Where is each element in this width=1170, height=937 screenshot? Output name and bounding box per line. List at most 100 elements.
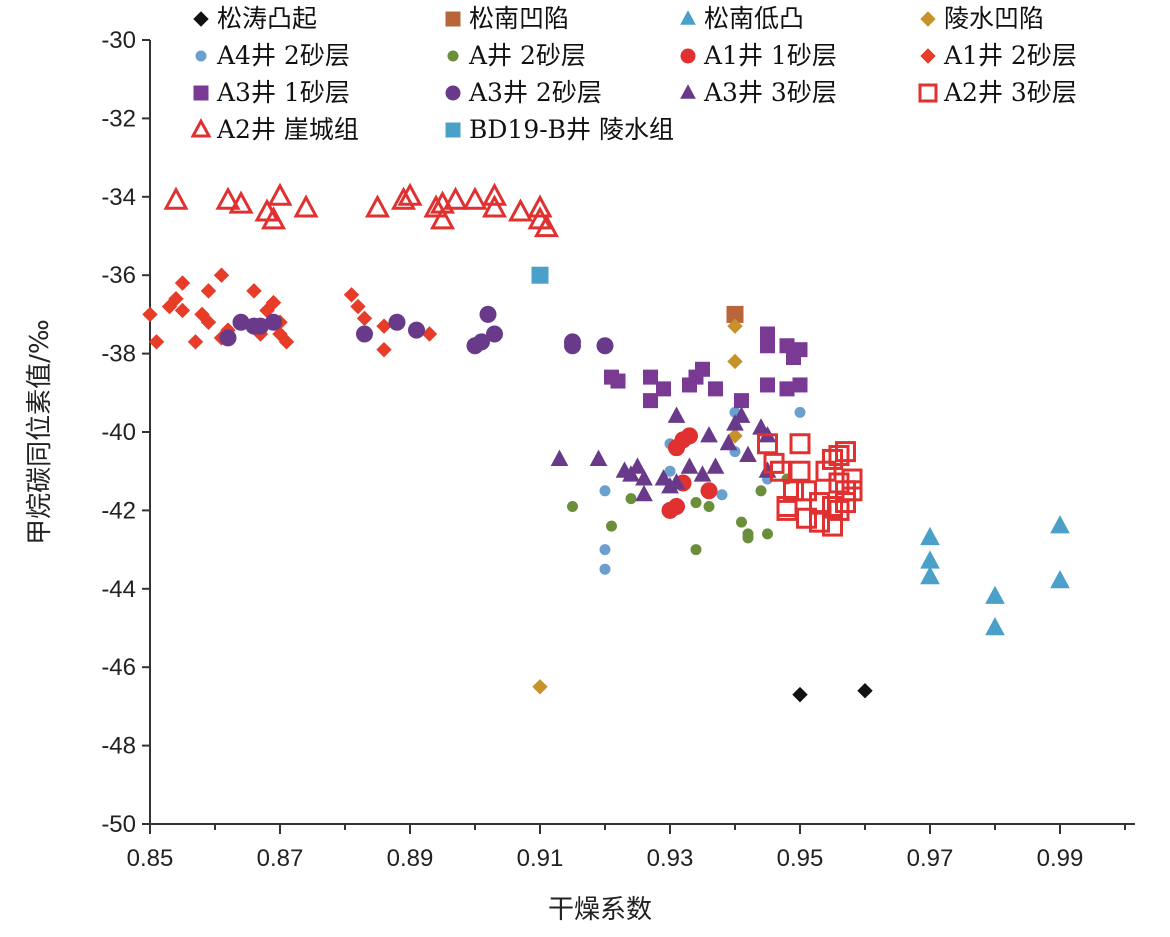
data-point xyxy=(681,427,698,445)
data-point xyxy=(507,198,534,222)
data-point xyxy=(628,457,647,474)
data-point xyxy=(599,544,611,556)
y-axis-title: 甲烷碳同位素值/‰ xyxy=(25,319,55,545)
data-point xyxy=(527,194,553,218)
series-6 xyxy=(661,427,718,519)
data-point xyxy=(163,186,189,210)
data-point xyxy=(736,516,747,528)
data-point xyxy=(531,266,549,284)
axes xyxy=(149,40,1135,825)
series-8 xyxy=(604,326,808,409)
data-point xyxy=(533,214,560,238)
legend-label: 陵水凹陷 xyxy=(944,4,1044,33)
y-tick-label: -34 xyxy=(101,184,136,211)
data-point xyxy=(841,468,863,490)
x-tick-label: 0.85 xyxy=(127,845,174,872)
data-point xyxy=(708,381,723,397)
series-7 xyxy=(142,267,438,358)
series-2 xyxy=(920,515,1070,636)
data-point xyxy=(828,445,850,467)
data-point xyxy=(481,194,508,218)
data-point xyxy=(668,497,685,515)
data-point xyxy=(246,283,262,299)
legend-marker xyxy=(445,85,461,101)
y-tick-label: -32 xyxy=(101,105,136,132)
x-axis-title: 干燥系数 xyxy=(548,895,652,925)
legend-marker xyxy=(920,11,936,27)
data-point xyxy=(265,313,282,331)
series-10 xyxy=(550,406,777,502)
data-point xyxy=(429,206,456,230)
y-tick-label: -46 xyxy=(101,654,136,681)
data-point xyxy=(739,445,757,463)
data-point xyxy=(260,206,287,230)
data-point xyxy=(664,465,676,477)
data-point xyxy=(792,377,808,393)
data-point xyxy=(473,333,490,351)
data-point xyxy=(822,515,843,537)
data-point xyxy=(423,194,449,218)
legend-label: A2井 崖城组 xyxy=(216,115,359,144)
data-point xyxy=(857,683,873,699)
legend-label: A1井 2砂层 xyxy=(943,41,1077,70)
x-tick-label: 0.93 xyxy=(647,845,694,872)
legend-marker xyxy=(918,83,938,103)
legend-marker xyxy=(680,84,696,99)
data-point xyxy=(200,314,217,330)
data-point xyxy=(779,381,795,397)
data-point xyxy=(792,342,808,358)
data-point xyxy=(920,550,940,569)
data-point xyxy=(599,563,611,575)
data-point xyxy=(200,283,217,299)
legend-marker xyxy=(445,11,461,27)
series-9 xyxy=(219,305,614,355)
data-point xyxy=(656,381,671,397)
data-point xyxy=(667,473,686,490)
data-point xyxy=(625,493,637,505)
data-point xyxy=(213,267,230,283)
data-point xyxy=(267,182,293,206)
legend-marker xyxy=(680,48,696,64)
data-point xyxy=(695,361,710,377)
data-point xyxy=(732,406,751,423)
data-point xyxy=(610,373,626,389)
y-tick-label: -40 xyxy=(101,419,136,446)
ticks: -30 -32 -34 -36 -38 -40 -42 -44 -46 -48 -50 0.85 0.8… xyxy=(101,27,1126,872)
legend-marker xyxy=(195,50,207,62)
data-point xyxy=(727,318,743,334)
legend-marker xyxy=(447,50,459,62)
data-point xyxy=(168,291,184,307)
data-point xyxy=(783,480,804,502)
data-point xyxy=(187,334,204,350)
legend-marker xyxy=(680,10,696,25)
data-point xyxy=(356,310,373,327)
data-point xyxy=(796,480,817,502)
data-point xyxy=(727,353,743,370)
data-point xyxy=(789,460,811,482)
series-12 xyxy=(163,182,560,238)
legend-label: A4井 2砂层 xyxy=(216,41,350,70)
legend-marker xyxy=(445,122,461,138)
data-point xyxy=(388,313,406,331)
data-point xyxy=(635,484,653,502)
data-point xyxy=(293,194,319,218)
data-point xyxy=(841,480,863,502)
data-point xyxy=(985,585,1005,604)
data-point xyxy=(142,306,158,323)
y-tick-label: -30 xyxy=(101,27,136,54)
series-11 xyxy=(757,433,863,537)
data-point xyxy=(809,511,830,533)
data-point xyxy=(174,275,191,291)
data-point xyxy=(356,325,373,343)
data-point xyxy=(680,457,699,474)
series-0 xyxy=(792,683,873,703)
data-point xyxy=(532,679,548,695)
data-point xyxy=(796,507,817,529)
data-point xyxy=(789,433,811,455)
data-point xyxy=(215,186,241,210)
data-point xyxy=(706,457,725,474)
data-point xyxy=(408,321,425,339)
data-point xyxy=(486,325,503,343)
data-point xyxy=(920,566,940,585)
